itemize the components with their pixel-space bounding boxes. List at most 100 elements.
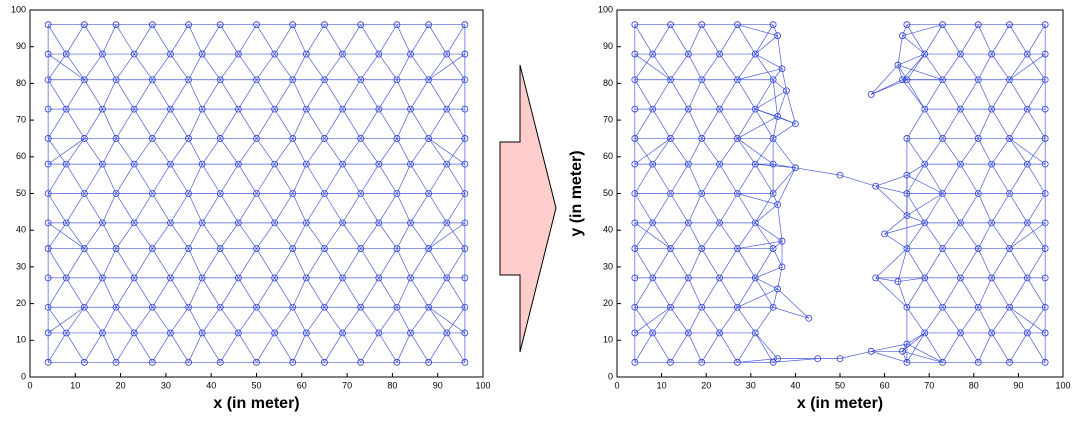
mesh-edge (1009, 307, 1028, 334)
node (957, 105, 964, 113)
mesh-edge (634, 138, 671, 165)
mesh-edge (906, 138, 926, 165)
mesh-edge (755, 35, 778, 55)
mesh-edge (719, 222, 738, 249)
mesh-edge (256, 138, 275, 165)
mesh-edge (754, 24, 774, 55)
mesh-edge (884, 233, 908, 249)
mesh-edge (378, 332, 398, 363)
node (957, 329, 964, 337)
node (649, 274, 657, 282)
mesh-edge (201, 222, 221, 249)
mesh-edge (960, 79, 979, 110)
mesh-edge (754, 163, 774, 194)
mesh-edge (84, 108, 103, 139)
mesh-edge (342, 277, 361, 308)
mesh-edge (897, 53, 925, 66)
mesh-edge (670, 108, 689, 139)
node (1006, 76, 1013, 84)
mesh-edge (897, 64, 943, 81)
mesh-edge (256, 163, 275, 194)
node (1023, 105, 1031, 113)
mesh-edge (238, 193, 257, 224)
mesh-edge (201, 108, 221, 139)
mesh-edge (84, 163, 103, 194)
mesh-edge (410, 108, 429, 139)
mesh-edge (342, 332, 361, 363)
node (903, 135, 911, 142)
mesh-edge (737, 222, 756, 249)
node (769, 135, 777, 142)
node (1006, 135, 1013, 142)
mesh-edge (201, 138, 221, 165)
node (234, 329, 242, 337)
mesh-edge (701, 163, 720, 194)
mesh-edge (65, 277, 85, 308)
node (461, 274, 469, 282)
node (44, 160, 52, 168)
arrow (499, 64, 557, 353)
mesh-edge (219, 108, 239, 139)
node (1023, 50, 1031, 58)
mesh-edge (924, 79, 943, 110)
mesh-edge (902, 79, 926, 110)
node (375, 50, 383, 58)
mesh-edge (238, 277, 257, 308)
node (407, 160, 414, 168)
mesh-edge (292, 108, 307, 139)
node (167, 105, 174, 113)
node (894, 61, 902, 69)
node (393, 358, 401, 366)
mesh-edge (777, 204, 783, 242)
node (148, 135, 156, 142)
mesh-edge (670, 53, 689, 80)
mesh-edge (772, 240, 783, 249)
mesh-edge (324, 222, 343, 249)
node (461, 358, 469, 366)
node (631, 21, 639, 29)
mesh-edge (102, 193, 117, 224)
node (751, 105, 759, 113)
node (751, 274, 759, 282)
mesh-edge (342, 79, 361, 110)
mesh-edge (446, 79, 466, 110)
mesh-edge (256, 24, 275, 55)
mesh-edge (410, 138, 429, 165)
node (631, 274, 639, 282)
node (425, 245, 433, 252)
mesh-edge (410, 277, 429, 308)
node (631, 329, 639, 337)
mesh-edge (652, 193, 671, 224)
x-tick-label: 90 (433, 380, 443, 390)
mesh-edge (701, 193, 720, 224)
mesh-edge (960, 332, 979, 363)
node (631, 190, 639, 197)
node (631, 50, 639, 58)
mesh-edge (342, 307, 361, 334)
mesh-edge (188, 193, 203, 224)
mesh-edge (428, 53, 466, 81)
mesh-edge (737, 108, 756, 139)
mesh-edge (152, 53, 171, 80)
node (1023, 274, 1031, 282)
mesh-edge (292, 163, 307, 194)
mesh-edge (884, 215, 908, 235)
mesh-edge (219, 138, 239, 165)
y-axis-label: y (in meter) (568, 150, 585, 236)
node (649, 219, 657, 227)
mesh-edge (152, 248, 171, 279)
mesh-edge (102, 24, 117, 55)
mesh-edge (795, 167, 841, 176)
mesh-edge (755, 222, 783, 242)
mesh-edge (755, 277, 778, 290)
mesh-edge (170, 53, 189, 80)
node (903, 76, 911, 84)
node (198, 160, 206, 168)
mesh-edge (688, 79, 703, 110)
mesh-edge (47, 53, 85, 81)
mesh-edge (960, 248, 979, 279)
mesh-edge (324, 138, 343, 165)
mesh-edge (188, 138, 203, 165)
node (44, 329, 52, 337)
mesh-edge (428, 222, 466, 249)
